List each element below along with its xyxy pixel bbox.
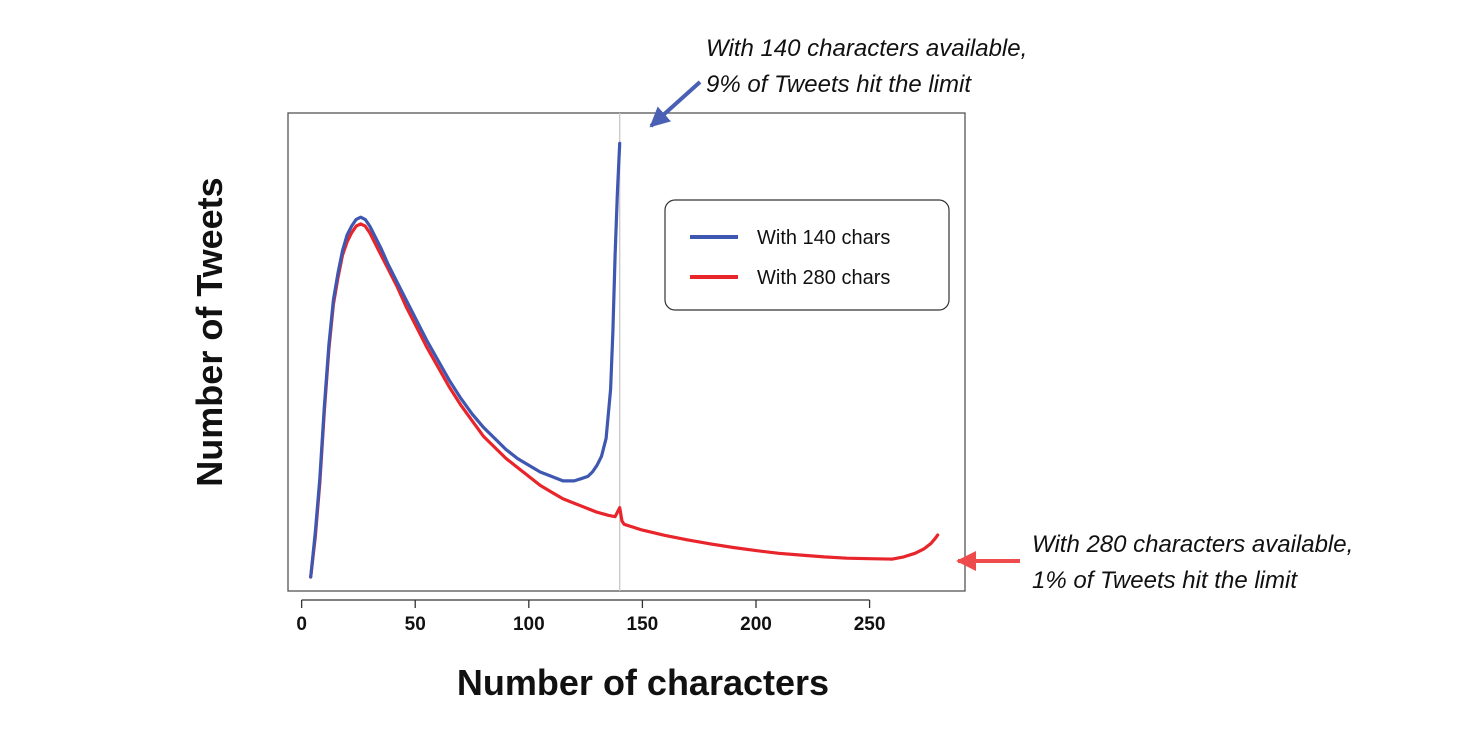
y-axis-title: Number of Tweets [189, 177, 230, 486]
annotation-280-limit: With 280 characters available, 1% of Twe… [956, 531, 1353, 594]
annotation-140-line-2: 9% of Tweets hit the limit [706, 71, 972, 98]
x-axis-title: Number of characters [457, 662, 829, 703]
annotation-280-line-1: With 280 characters available, [1032, 531, 1353, 558]
x-tick-label: 150 [627, 614, 659, 635]
x-tick-label: 50 [405, 614, 426, 635]
x-tick-label: 250 [854, 614, 886, 635]
series-line-280 [309, 222, 940, 579]
legend-label-280: With 280 chars [757, 267, 890, 289]
x-tick-label: 200 [740, 614, 772, 635]
x-tick-label: 0 [296, 614, 307, 635]
annotation-140-limit: With 140 characters available, 9% of Twe… [649, 35, 1027, 128]
series-line-140 [309, 141, 622, 579]
x-tick-label: 100 [513, 614, 545, 635]
annotation-140-arrow [649, 80, 702, 128]
legend-label-140: With 140 chars [757, 227, 890, 249]
legend: With 140 chars With 280 chars [664, 199, 950, 311]
annotation-140-line-1: With 140 characters available, [706, 35, 1027, 62]
plot-area-frame [287, 112, 966, 592]
x-axis: 0 50 100 150 200 250 [296, 599, 886, 635]
annotation-280-line-2: 1% of Tweets hit the limit [1032, 567, 1298, 594]
legend-box [664, 199, 950, 311]
